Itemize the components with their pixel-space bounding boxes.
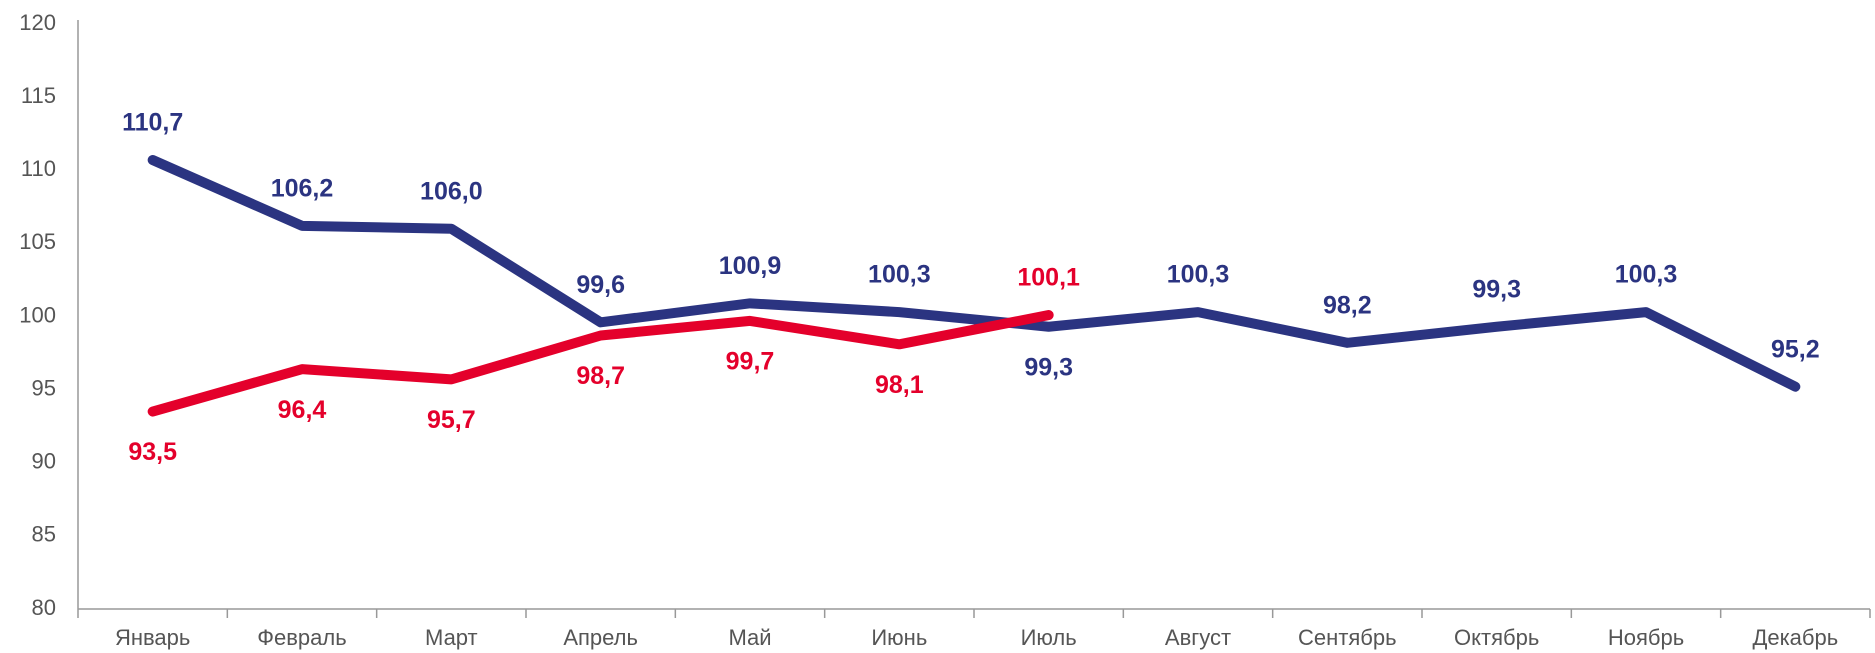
- x-tick-label: Июль: [1021, 625, 1077, 650]
- data-label: 100,1: [1017, 264, 1080, 292]
- y-tick-label: 120: [19, 10, 56, 35]
- data-label: 98,2: [1323, 291, 1372, 319]
- y-tick-label: 90: [32, 449, 56, 474]
- x-tick-label: Январь: [115, 625, 190, 650]
- series-line: [147, 155, 1801, 392]
- data-label: 98,7: [576, 362, 625, 390]
- data-label: 110,7: [122, 109, 183, 137]
- y-tick-label: 105: [19, 229, 56, 254]
- y-tick-label: 110: [21, 156, 56, 181]
- y-tick-label: 115: [21, 83, 56, 108]
- x-tick-label: Июнь: [871, 625, 927, 650]
- y-tick-label: 100: [19, 302, 56, 327]
- series-line: [147, 310, 1054, 417]
- data-label: 99,7: [726, 347, 775, 375]
- data-label: 98,1: [875, 371, 924, 399]
- data-label: 93,5: [128, 438, 177, 466]
- data-label: 99,6: [576, 271, 625, 299]
- y-tick-label: 80: [32, 595, 56, 620]
- x-tick-label: Апрель: [563, 625, 638, 650]
- data-label: 100,9: [719, 252, 782, 280]
- x-tick-label: Март: [425, 625, 478, 650]
- data-label: 96,4: [278, 396, 327, 424]
- x-tick-label: Февраль: [257, 625, 346, 650]
- data-label: 106,0: [420, 177, 483, 205]
- y-tick-label: 95: [32, 375, 56, 400]
- data-label: 95,7: [427, 406, 476, 434]
- x-tick-label: Декабрь: [1752, 625, 1838, 650]
- data-label: 99,3: [1472, 275, 1521, 303]
- data-label: 106,2: [271, 174, 334, 202]
- data-label: 100,3: [1615, 261, 1678, 289]
- data-label: 100,3: [868, 261, 931, 289]
- x-tick-label: Май: [728, 625, 771, 650]
- data-label: 95,2: [1771, 335, 1820, 363]
- data-label: 100,3: [1167, 261, 1230, 289]
- x-tick-label: Октябрь: [1454, 625, 1539, 650]
- x-tick-label: Сентябрь: [1298, 625, 1397, 650]
- x-tick-label: Ноябрь: [1608, 625, 1684, 650]
- y-tick-label: 85: [32, 522, 56, 547]
- data-label: 99,3: [1024, 353, 1073, 381]
- x-tick-label: Август: [1165, 625, 1231, 650]
